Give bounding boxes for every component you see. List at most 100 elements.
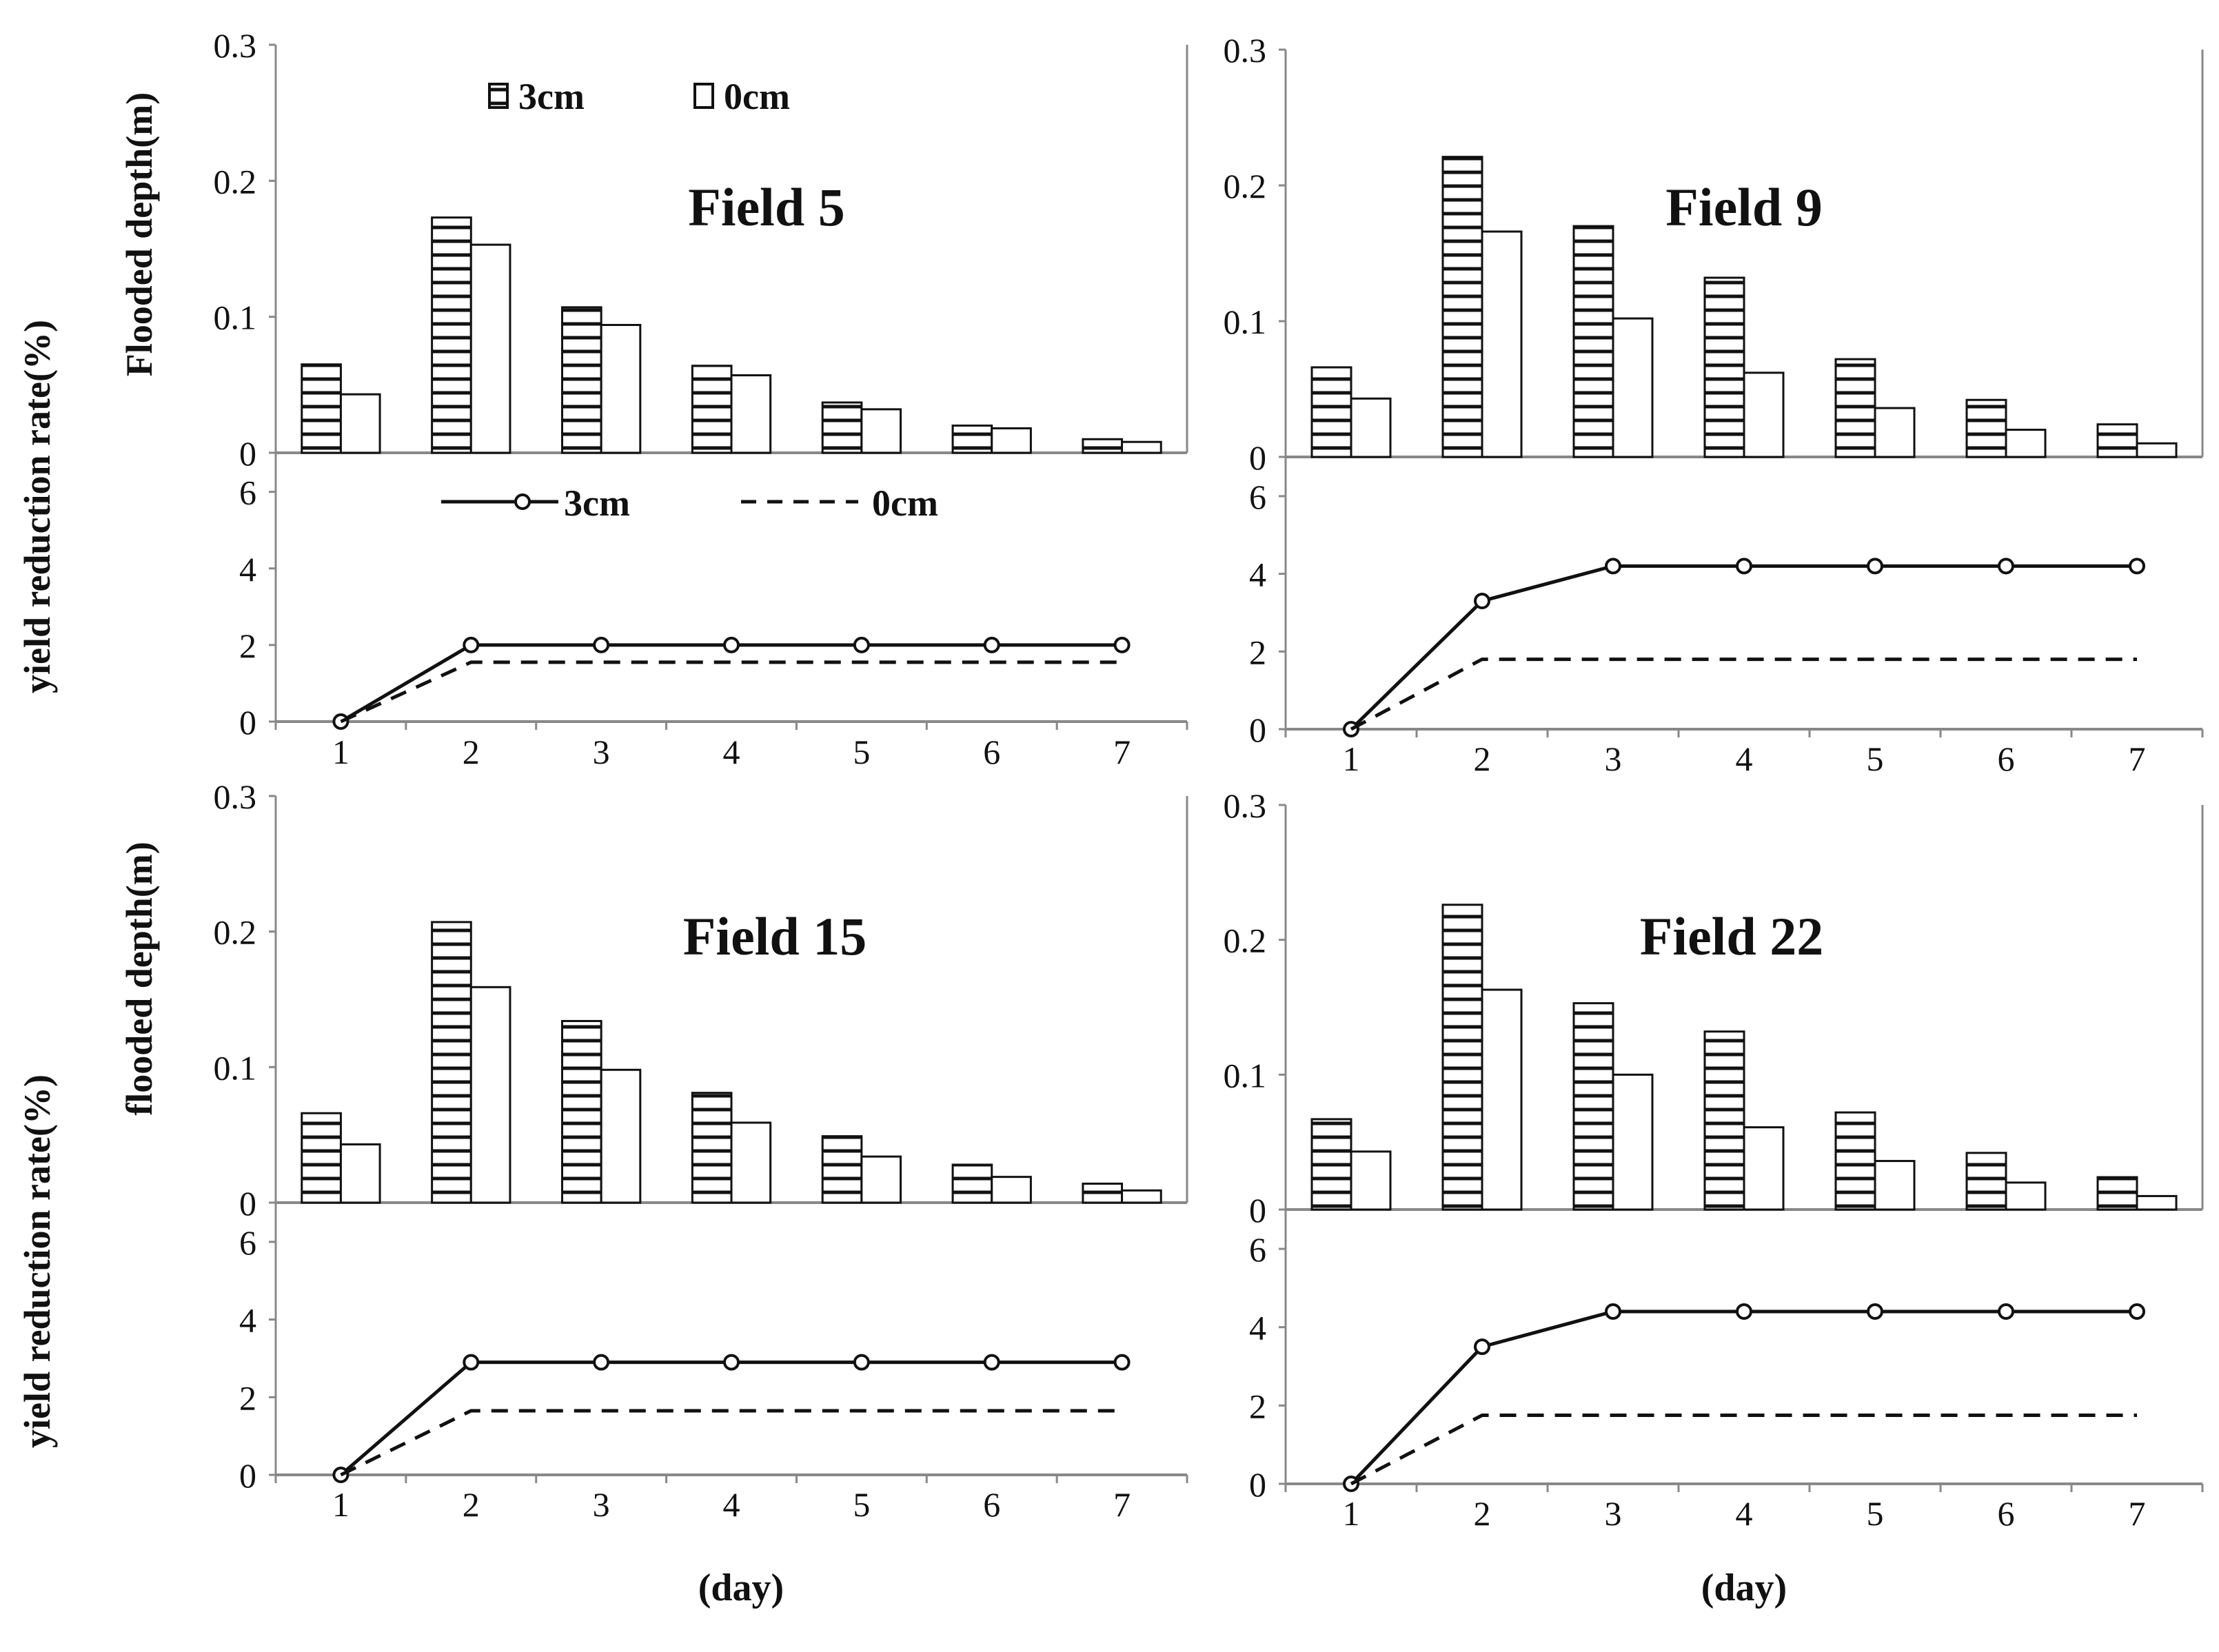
legend-label-bar-3cm: 3cm <box>518 76 585 117</box>
bar-0cm-day-4 <box>1743 1126 1785 1211</box>
bar-0cm-day-5 <box>860 408 902 454</box>
y-tick-label: 0.2 <box>214 913 257 952</box>
point-3cm-day-6 <box>983 1354 1000 1371</box>
bar-3cm-day-4 <box>691 365 733 454</box>
bar-3cm-day-3 <box>1572 1002 1614 1211</box>
y-tick-label: 2 <box>239 1378 256 1417</box>
y-tick-label: 4 <box>239 550 256 589</box>
x-tick-label: 7 <box>2129 1494 2146 1533</box>
bar-3cm-day-6 <box>951 1163 993 1204</box>
bar-legend: 3cm 0cm <box>488 76 790 117</box>
bar-0cm-day-2 <box>1481 230 1523 458</box>
point-3cm-day-2 <box>1474 593 1490 610</box>
legend-marker-3cm-circle <box>514 493 531 510</box>
bar-3cm-day-5 <box>1834 358 1876 458</box>
bar-0cm-day-6 <box>2005 429 2047 458</box>
point-3cm-day-4 <box>723 1354 740 1371</box>
bar-0cm-day-2 <box>469 243 511 454</box>
x-tick-label: 6 <box>983 1485 1000 1524</box>
panel-8-line: 0 2 4 6 1 2 3 4 5 6 7 <box>1249 1210 2204 1533</box>
y-tick-label: 6 <box>239 473 256 512</box>
line-series-0cm-dashed <box>340 660 1122 724</box>
bar-0cm-day-1 <box>339 1143 381 1204</box>
x-tick-label: 5 <box>1867 1494 1884 1533</box>
bar-0cm-day-7 <box>2136 1194 2178 1211</box>
x-tick-label: 2 <box>463 1485 480 1524</box>
bar-3cm-day-1 <box>1310 1118 1352 1211</box>
bar-3cm-day-7 <box>1082 1182 1124 1204</box>
x-tick-label: 7 <box>1113 733 1131 771</box>
x-tick-label: 3 <box>593 733 610 771</box>
panel-title-field-15: Field 15 <box>683 906 867 966</box>
y-axis-label-yield-reduction-top: yield reduction rate(%) <box>17 320 58 693</box>
bar-3cm-day-6 <box>1965 398 2007 458</box>
x-axis-label-right: (day) <box>1701 1567 1787 1609</box>
bar-3cm-day-6 <box>951 425 993 454</box>
point-3cm-day-2 <box>1474 1338 1490 1356</box>
x-tick-label: 7 <box>2129 740 2146 778</box>
x-tick-label: 1 <box>1343 1494 1360 1533</box>
bar-3cm-day-7 <box>2096 423 2138 458</box>
panel-4-line: 0 2 4 6 1 2 3 4 5 6 7 <box>1249 457 2204 778</box>
point-3cm-day-5 <box>1867 1303 1883 1320</box>
panel-title-field-9: Field 9 <box>1665 177 1823 237</box>
bar-3cm-day-4 <box>1703 1030 1745 1211</box>
y-tick-label: 4 <box>1249 555 1266 594</box>
legend-label-line-0cm: 0cm <box>872 482 938 524</box>
bar-0cm-day-3 <box>600 324 642 454</box>
y-tick-label: 2 <box>1249 633 1266 671</box>
point-3cm-day-7 <box>1113 1354 1131 1371</box>
x-tick-label: 2 <box>463 733 480 771</box>
y-tick-label: 0.1 <box>1224 1056 1267 1094</box>
point-3cm-day-3 <box>593 636 610 653</box>
bar-3cm-day-2 <box>431 921 472 1204</box>
point-3cm-day-7 <box>2129 558 2145 575</box>
bar-3cm-day-1 <box>301 1112 342 1204</box>
panel-title-field-22: Field 22 <box>1640 906 1824 966</box>
bar-0cm-day-3 <box>1612 317 1654 458</box>
bar-0cm-day-2 <box>1481 988 1523 1211</box>
y-tick-label: 0.3 <box>1224 786 1267 825</box>
point-3cm-day-2 <box>463 636 480 653</box>
y-tick-label: 0.1 <box>214 1048 257 1087</box>
bar-3cm-day-7 <box>2096 1176 2138 1211</box>
point-3cm-day-4 <box>1736 558 1752 575</box>
y-tick-label: 0 <box>239 703 256 742</box>
bar-0cm-day-1 <box>339 393 381 454</box>
y-tick-label: 4 <box>1249 1309 1266 1347</box>
bar-3cm-day-3 <box>560 306 602 454</box>
x-tick-label: 3 <box>1605 740 1622 778</box>
x-tick-label: 4 <box>1736 740 1753 778</box>
x-tick-label: 1 <box>332 733 349 771</box>
y-tick-label: 0.2 <box>1224 921 1267 960</box>
line-series-0cm-dashed <box>1350 1414 2137 1486</box>
x-tick-label: 3 <box>593 1485 610 1524</box>
line-series-3cm-solid <box>1350 564 2137 731</box>
point-3cm-day-6 <box>1998 1303 2014 1320</box>
panel-2-line: 0 2 4 6 1 2 3 4 5 6 7 <box>239 453 1188 771</box>
line-series-3cm-solid <box>339 1360 1122 1476</box>
point-3cm-day-4 <box>1736 1303 1752 1320</box>
y-axis-label-flooded-depth-top: Flooded depth(m) <box>119 92 160 377</box>
legend-swatch-0cm-empty <box>693 83 714 109</box>
bar-3cm-day-5 <box>821 401 863 454</box>
bar-3cm-day-2 <box>1441 156 1483 458</box>
point-3cm-day-5 <box>853 636 870 653</box>
y-tick-label: 0 <box>1249 1465 1266 1504</box>
bar-0cm-day-4 <box>730 374 772 454</box>
x-tick-label: 4 <box>723 733 740 771</box>
point-3cm-day-3 <box>593 1354 610 1371</box>
y-tick-label: 0 <box>1249 438 1266 477</box>
point-3cm-day-7 <box>1113 636 1131 653</box>
y-tick-label: 6 <box>1249 478 1266 516</box>
bar-0cm-day-7 <box>2136 442 2178 458</box>
y-tick-label: 0.2 <box>1224 167 1267 205</box>
y-tick-label: 0 <box>239 1456 256 1495</box>
bar-0cm-day-6 <box>991 427 1032 454</box>
x-tick-label: 1 <box>332 1485 349 1524</box>
y-tick-label: 0.1 <box>214 298 257 337</box>
y-tick-label: 0.3 <box>214 26 257 65</box>
panel-1-bar: 0 0.1 0.2 0.3 <box>214 26 1188 473</box>
bar-0cm-day-1 <box>1350 397 1392 458</box>
y-tick-label: 0 <box>1249 711 1266 749</box>
